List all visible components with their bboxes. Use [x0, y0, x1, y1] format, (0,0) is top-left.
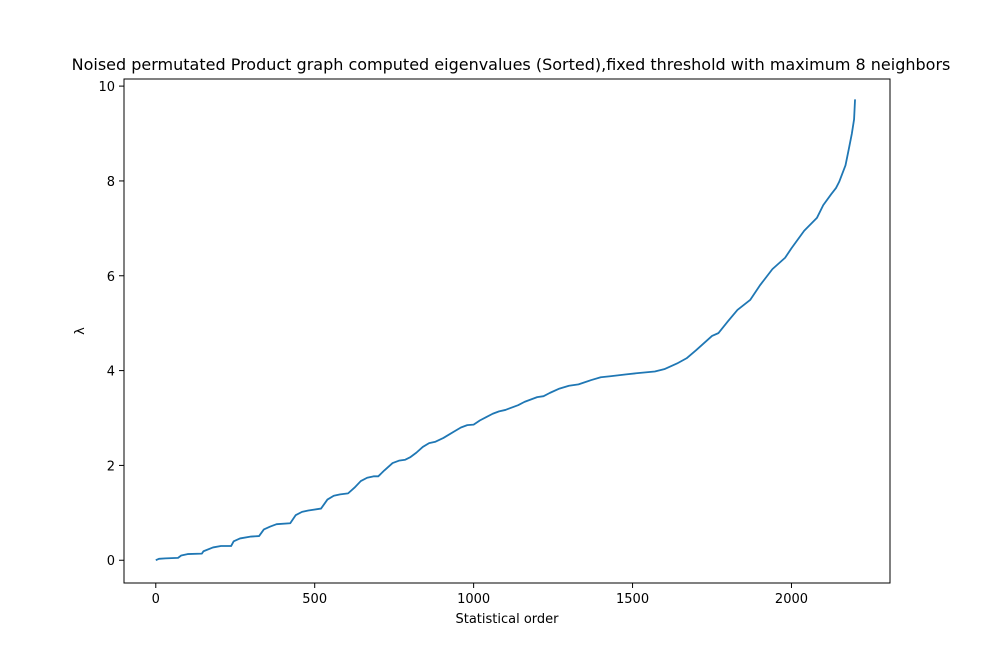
y-tick-label: 6 [107, 270, 115, 285]
y-axis: 0 2 4 6 8 10 [98, 80, 124, 569]
y-tick-label: 2 [107, 459, 115, 474]
chart-title: Noised permutated Product graph computed… [72, 55, 951, 74]
x-tick-label: 500 [302, 592, 327, 607]
eigenvalue-series-line [155, 99, 856, 562]
x-tick-label: 0 [152, 592, 160, 607]
x-axis: 0 500 1000 1500 2000 [152, 583, 808, 607]
x-tick-label: 1500 [616, 592, 649, 607]
y-tick-label: 4 [107, 365, 115, 380]
y-tick-label: 0 [107, 554, 115, 569]
x-tick-label: 1000 [457, 592, 490, 607]
y-axis-label: λ [73, 327, 88, 335]
y-tick-label: 8 [107, 175, 115, 190]
plot-frame [123, 78, 891, 584]
x-tick-label: 2000 [775, 592, 808, 607]
y-tick-label: 10 [98, 80, 115, 95]
x-axis-label: Statistical order [455, 612, 559, 627]
